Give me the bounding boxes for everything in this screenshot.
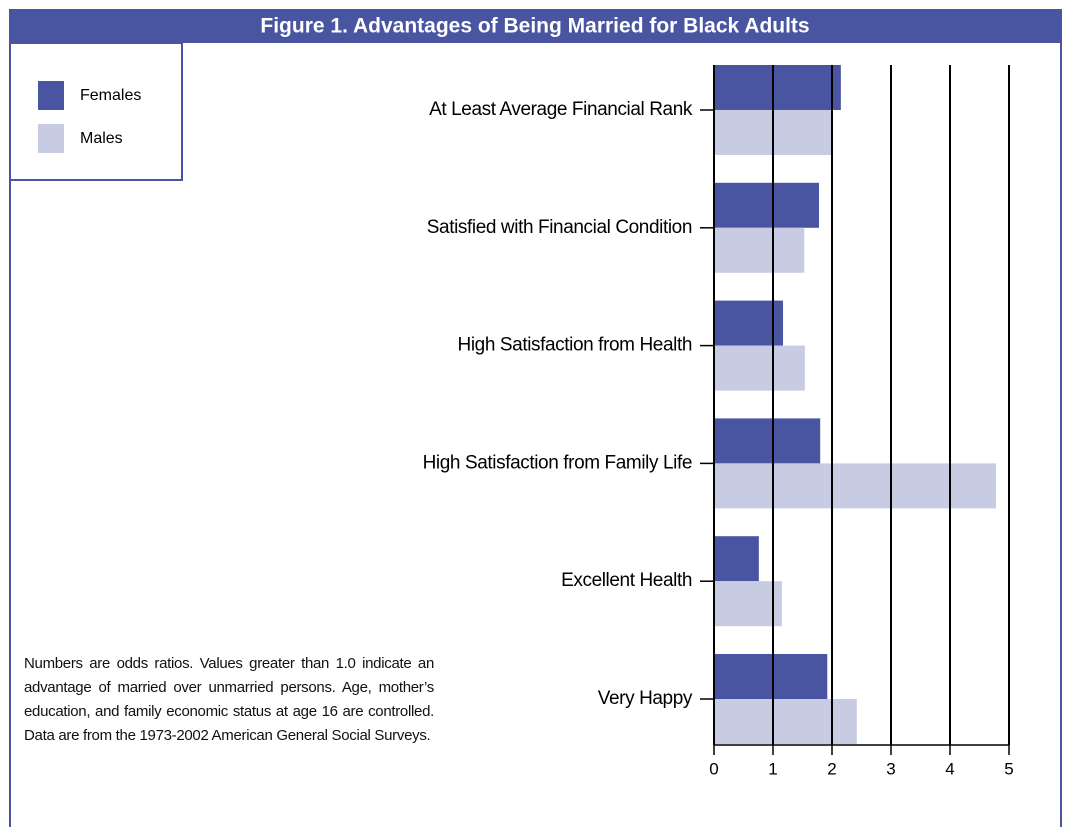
y-tick-label: High Satisfaction from Family Life <box>423 452 692 473</box>
bar <box>714 300 784 346</box>
bar <box>714 182 820 228</box>
x-tick-label: 3 <box>886 759 895 778</box>
x-tick-label: 0 <box>709 759 718 778</box>
chart-title: Figure 1. Advantages of Being Married fo… <box>260 15 809 38</box>
bar <box>714 227 805 273</box>
x-tick-label: 1 <box>768 759 777 778</box>
y-tick-label: Satisfied with Financial Condition <box>427 217 692 238</box>
legend-label: Males <box>80 130 123 147</box>
bar <box>714 418 821 464</box>
bar <box>714 581 782 627</box>
y-tick-label: Excellent Health <box>561 570 692 591</box>
title-banner <box>10 10 1061 43</box>
x-tick-label: 5 <box>1004 759 1013 778</box>
legend-swatch <box>38 124 64 153</box>
bar <box>714 463 997 509</box>
note: Numbers are odds ratios. Values greater … <box>24 655 434 744</box>
y-tick-label: At Least Average Financial Rank <box>429 99 693 120</box>
y-tick-label: High Satisfaction from Health <box>458 335 692 356</box>
y-tick-label: Very Happy <box>598 688 693 709</box>
legend-swatch <box>38 81 64 110</box>
bar <box>714 345 805 391</box>
bar <box>714 65 841 110</box>
x-tick-label: 4 <box>945 759 954 778</box>
bar <box>714 699 857 744</box>
x-tick-label: 2 <box>827 759 836 778</box>
legend <box>9 42 183 181</box>
legend-label: Females <box>80 87 141 104</box>
bar <box>714 654 828 699</box>
bar <box>714 536 759 582</box>
